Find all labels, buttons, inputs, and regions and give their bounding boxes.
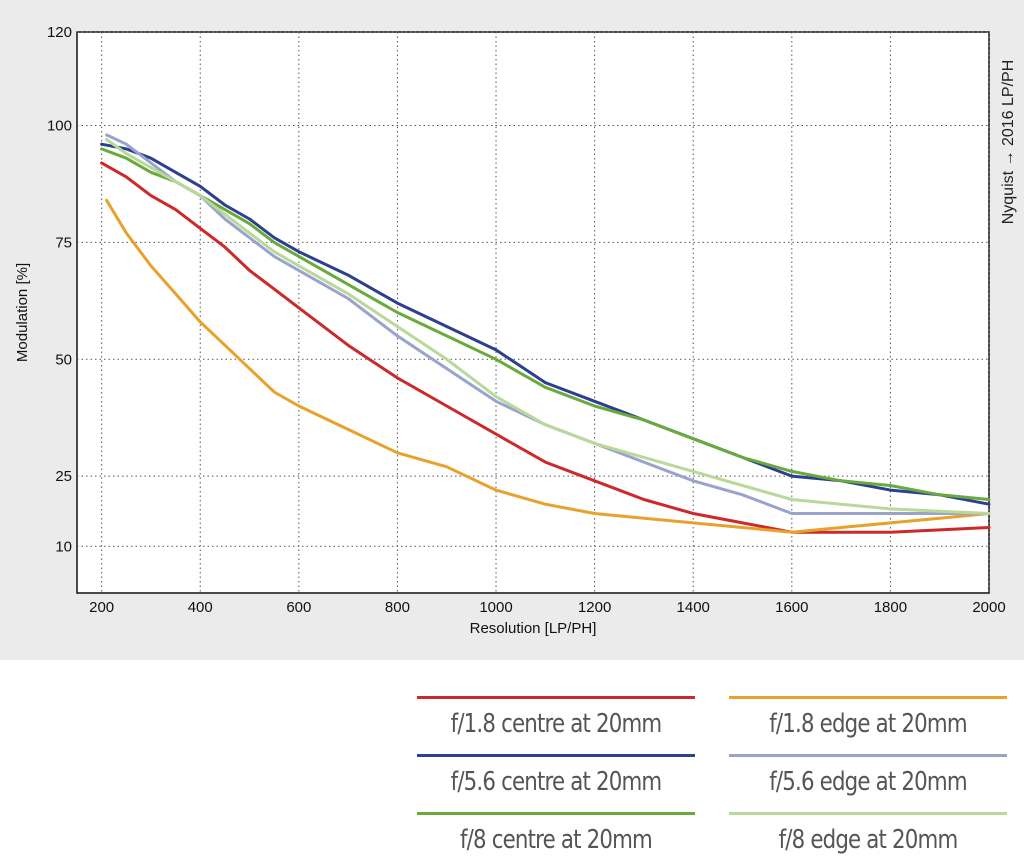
series-line xyxy=(105,198,991,534)
series-line xyxy=(100,161,991,534)
legend-item: f/5.6 edge at 20mm xyxy=(729,754,1007,797)
x-tick-label: 200 xyxy=(89,599,114,616)
x-tick-label: 1000 xyxy=(479,599,512,616)
legend-label: f/5.6 edge at 20mm xyxy=(769,767,967,797)
y-axis-label: Modulation [%] xyxy=(14,263,31,362)
series-line xyxy=(100,142,991,506)
x-tick-label: 1600 xyxy=(775,599,808,616)
y-tick-label: 10 xyxy=(55,538,72,555)
y-tick-label: 25 xyxy=(55,468,72,485)
series-line xyxy=(105,138,991,515)
legend-swatch xyxy=(417,812,695,815)
legend-swatch xyxy=(729,696,1007,699)
y-tick-label: 120 xyxy=(47,24,72,41)
legend-label: f/8 centre at 20mm xyxy=(459,825,653,855)
chart-panel: 200 400 600 800 1000 1200 1400 1600 1800 2000 10 25… xyxy=(0,0,1024,660)
plot-area xyxy=(76,31,990,594)
legend-swatch xyxy=(729,812,1007,815)
legend-swatch xyxy=(417,696,695,699)
series-layer xyxy=(100,133,991,534)
mtf-chart: 200 400 600 800 1000 1200 1400 1600 1800 2000 10 25… xyxy=(14,24,1017,637)
x-tick-label: 800 xyxy=(385,599,410,616)
legend-swatch xyxy=(729,754,1007,757)
legend-item: f/8 centre at 20mm xyxy=(417,812,695,855)
legend-item: f/1.8 edge at 20mm xyxy=(729,696,1007,739)
x-tick-label: 1800 xyxy=(874,599,907,616)
legend-label: f/5.6 centre at 20mm xyxy=(450,767,663,797)
y-tick-label: 75 xyxy=(55,234,72,251)
x-tick-label: 400 xyxy=(188,599,213,616)
legend-label: f/1.8 centre at 20mm xyxy=(450,709,663,739)
legend-label: f/8 edge at 20mm xyxy=(778,825,959,855)
tick-labels: 200 400 600 800 1000 1200 1400 1600 1800 2000 10 25… xyxy=(47,24,1006,616)
legend-item: f/1.8 centre at 20mm xyxy=(417,696,695,739)
legend-label: f/1.8 edge at 20mm xyxy=(769,709,967,739)
y-tick-label: 100 xyxy=(47,118,72,135)
x-tick-label: 2000 xyxy=(972,599,1005,616)
legend-item: f/8 edge at 20mm xyxy=(729,812,1007,855)
legend: f/1.8 centre at 20mm f/1.8 edge at 20mm … xyxy=(0,660,1024,862)
x-tick-label: 1200 xyxy=(578,599,611,616)
nyquist-annotation: Nyquist → 2016 LP/PH xyxy=(1000,60,1017,225)
y-tick-label: 50 xyxy=(55,351,72,368)
legend-item: f/5.6 centre at 20mm xyxy=(417,754,695,797)
legend-swatch xyxy=(417,754,695,757)
x-axis-label: Resolution [LP/PH] xyxy=(470,620,597,637)
plot-frame xyxy=(76,31,990,594)
x-tick-label: 1400 xyxy=(677,599,710,616)
x-tick-label: 600 xyxy=(286,599,311,616)
